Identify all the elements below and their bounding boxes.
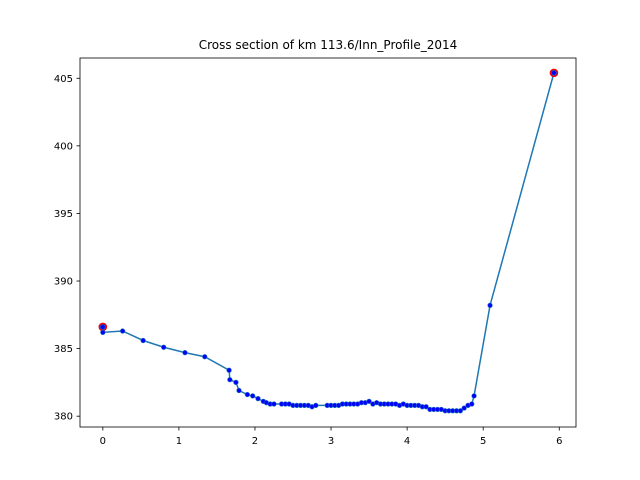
x-axis-ticks: 0 1 2 3 4 5 6: [100, 427, 562, 447]
y-tick-label: 395: [54, 209, 73, 220]
data-point: [182, 350, 188, 356]
data-points: [98, 68, 559, 414]
x-tick-label: 3: [328, 436, 334, 447]
data-point: [366, 398, 372, 404]
data-point: [244, 391, 250, 398]
y-tick-label: 405: [54, 74, 73, 85]
data-point: [250, 393, 256, 399]
y-tick-label: 390: [54, 277, 73, 288]
x-tick-label: 2: [252, 436, 258, 447]
y-tick-label: 385: [54, 344, 73, 355]
x-tick-label: 4: [404, 436, 410, 447]
data-point: [140, 337, 146, 344]
plot-area-frame: [79, 57, 577, 428]
data-point: [255, 396, 261, 402]
data-point: [100, 329, 106, 335]
data-point: [313, 402, 319, 408]
data-point: [487, 302, 493, 308]
data-point: [457, 408, 463, 414]
data-point: [227, 377, 233, 383]
y-axis-ticks: 380 385 390 395 400 405: [54, 74, 80, 423]
data-point: [551, 70, 557, 76]
data-point: [226, 367, 232, 373]
x-tick-label: 0: [100, 436, 106, 447]
data-point: [461, 405, 467, 411]
data-point: [236, 387, 242, 394]
data-point: [120, 328, 126, 334]
data-point: [100, 324, 106, 330]
x-tick-label: 1: [176, 436, 182, 447]
data-point: [233, 379, 239, 385]
data-point: [161, 344, 167, 350]
x-tick-label: 5: [480, 436, 486, 447]
x-tick-label: 6: [556, 436, 562, 447]
y-tick-label: 400: [54, 141, 73, 152]
data-point: [271, 401, 277, 407]
chart-title: Cross section of km 113.6/Inn_Profile_20…: [199, 38, 458, 52]
data-point: [469, 401, 475, 407]
data-point: [471, 393, 477, 399]
data-point: [202, 354, 208, 360]
data-point: [423, 404, 429, 410]
y-tick-label: 380: [54, 412, 73, 423]
